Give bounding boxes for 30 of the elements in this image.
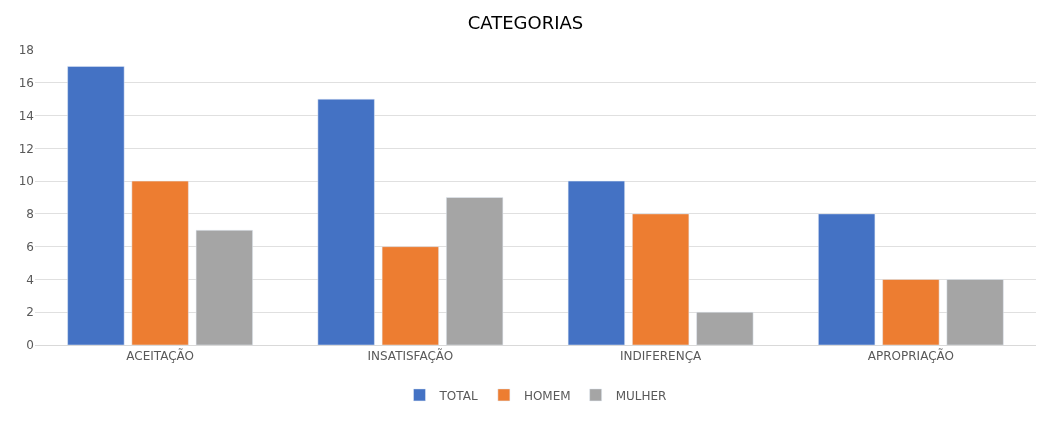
y-tick-label: 12	[18, 141, 34, 156]
bar	[632, 213, 690, 345]
y-tick-label: 14	[18, 108, 34, 123]
y-tick-label: 4	[26, 272, 34, 287]
y-tick-label: 2	[26, 305, 34, 320]
x-tick-label: ACEITAÇÃO	[126, 348, 194, 364]
x-tick-label: APROPRIAÇÃO	[867, 348, 954, 364]
chart-title: CATEGORIAS	[467, 12, 584, 34]
y-tick-label: 6	[26, 239, 34, 254]
bar	[67, 66, 125, 345]
y-tick-label: 0	[26, 338, 34, 353]
x-tick-label: INDIFERENÇA	[620, 349, 703, 364]
y-tick-label: 16	[18, 75, 34, 90]
bar	[946, 279, 1004, 345]
legend-label: TOTAL	[438, 388, 478, 403]
bar	[317, 98, 375, 345]
bar	[696, 311, 754, 345]
bar	[446, 197, 504, 345]
y-tick-label: 8	[26, 207, 34, 222]
bar	[882, 279, 940, 345]
bar	[195, 230, 253, 345]
x-tick-label: INSATISFAÇÃO	[367, 348, 454, 364]
bar	[818, 213, 876, 345]
bar	[131, 180, 189, 345]
legend-label: MULHER	[615, 388, 667, 403]
y-tick-label: 10	[18, 174, 34, 189]
bar	[381, 246, 439, 345]
bar	[567, 180, 625, 345]
y-tick-label: 18	[18, 43, 34, 58]
legend-label: HOMEM	[523, 388, 571, 403]
